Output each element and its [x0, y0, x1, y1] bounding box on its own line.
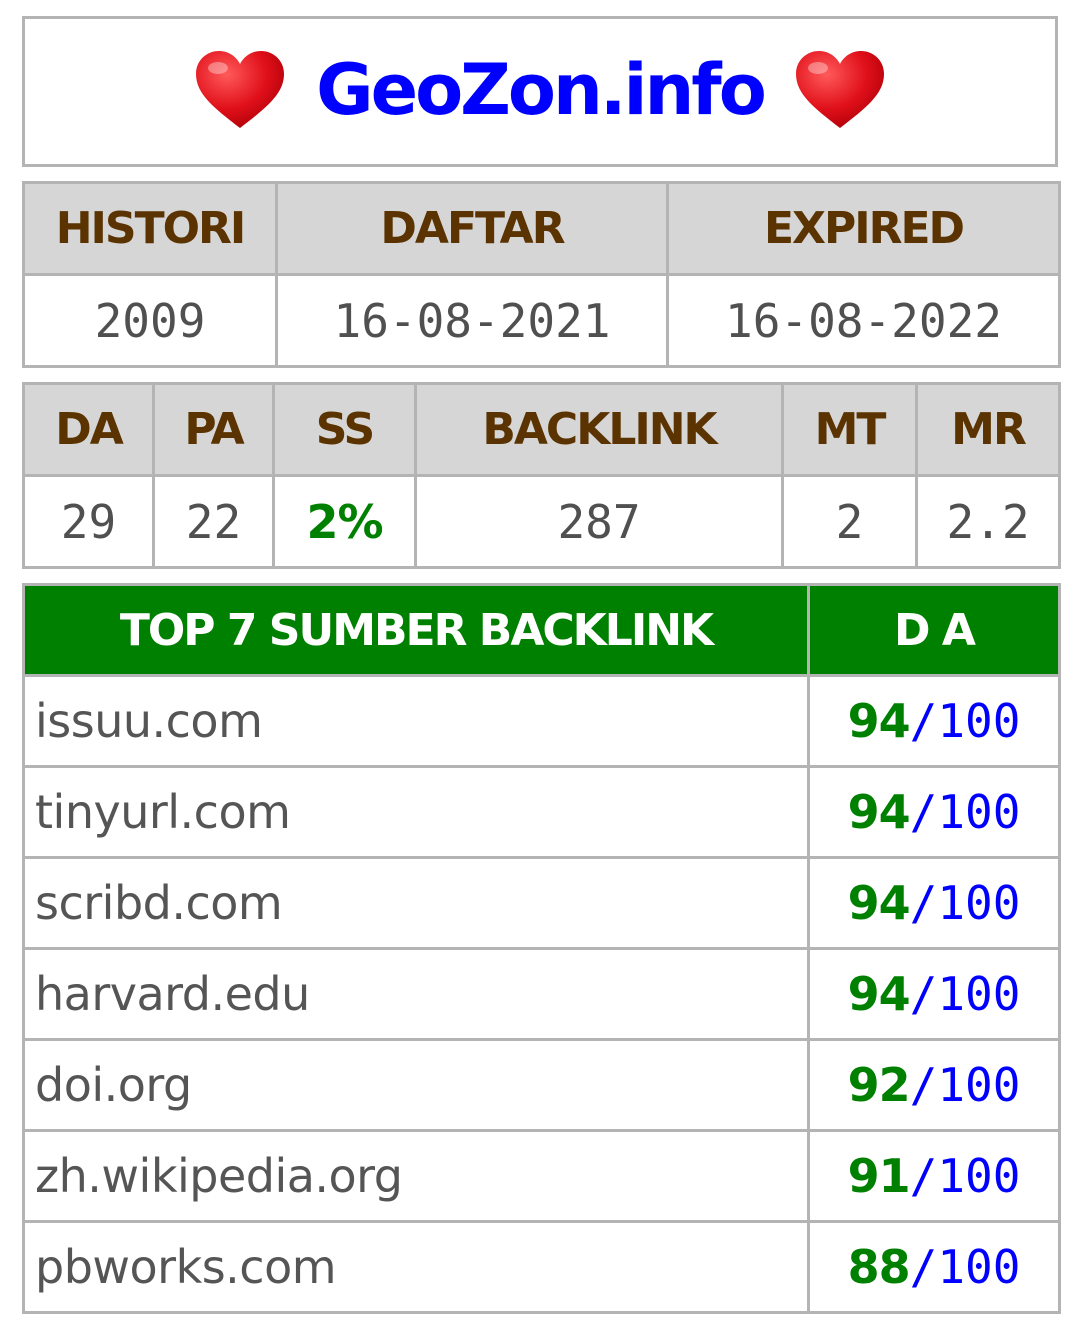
- value-daftar: 16-08-2021: [275, 273, 669, 368]
- score-max: 100: [937, 694, 1021, 748]
- score-value: 92: [847, 1058, 911, 1112]
- table-row: scribd.com 94/100: [22, 856, 1061, 950]
- table-row: tinyurl.com 94/100: [22, 765, 1061, 859]
- score-separator: /: [909, 1240, 938, 1294]
- score-separator: /: [909, 694, 938, 748]
- score-max: 100: [937, 1149, 1021, 1203]
- score-max: 100: [937, 785, 1021, 839]
- value-da: 29: [22, 474, 155, 569]
- backlink-domain[interactable]: pbworks.com: [22, 1220, 810, 1314]
- score-max: 100: [937, 967, 1021, 1021]
- title-box: GeoZon.info: [22, 16, 1058, 167]
- table-row: harvard.edu 94/100: [22, 947, 1061, 1041]
- backlink-da-score: 94/100: [807, 765, 1061, 859]
- backlink-da-score: 94/100: [807, 947, 1061, 1041]
- backlink-domain[interactable]: tinyurl.com: [22, 765, 810, 859]
- score-separator: /: [909, 785, 938, 839]
- score-value: 91: [847, 1149, 911, 1203]
- site-title[interactable]: GeoZon.info: [316, 49, 767, 131]
- backlink-domain[interactable]: harvard.edu: [22, 947, 810, 1041]
- score-max: 100: [937, 876, 1021, 930]
- score-value: 94: [847, 967, 911, 1021]
- value-mt: 2: [781, 474, 918, 569]
- table-row: zh.wikipedia.org 91/100: [22, 1129, 1061, 1223]
- score-separator: /: [909, 967, 938, 1021]
- value-ss: 2%: [272, 474, 417, 569]
- heart-icon: [795, 51, 884, 128]
- score-value: 88: [847, 1240, 911, 1294]
- value-backlink: 287: [414, 474, 784, 569]
- value-mr: 2.2: [915, 474, 1061, 569]
- header-backlink-source: TOP 7 SUMBER BACKLINK: [22, 583, 810, 677]
- heart-icon: [196, 51, 285, 128]
- backlink-da-score: 91/100: [807, 1129, 1061, 1223]
- value-expired: 16-08-2022: [666, 273, 1061, 368]
- header-mr: MR: [915, 382, 1061, 477]
- score-separator: /: [909, 1149, 938, 1203]
- metrics-table: DA PA SS BACKLINK MT MR 29 22 2% 287 2 2…: [22, 382, 1061, 569]
- backlink-domain[interactable]: scribd.com: [22, 856, 810, 950]
- header-mt: MT: [781, 382, 918, 477]
- score-separator: /: [909, 1058, 938, 1112]
- score-max: 100: [937, 1240, 1021, 1294]
- backlink-domain[interactable]: zh.wikipedia.org: [22, 1129, 810, 1223]
- backlink-domain[interactable]: doi.org: [22, 1038, 810, 1132]
- header-daftar: DAFTAR: [275, 181, 669, 276]
- value-pa: 22: [152, 474, 275, 569]
- title-cell: GeoZon.info: [22, 16, 1058, 167]
- score-separator: /: [909, 876, 938, 930]
- table-row: doi.org 92/100: [22, 1038, 1061, 1132]
- table-row: issuu.com 94/100: [22, 674, 1061, 768]
- backlink-da-score: 94/100: [807, 674, 1061, 768]
- table-row: pbworks.com 88/100: [22, 1220, 1061, 1314]
- score-value: 94: [847, 876, 911, 930]
- header-histori: HISTORI: [22, 181, 278, 276]
- score-value: 94: [847, 694, 911, 748]
- score-max: 100: [937, 1058, 1021, 1112]
- header-expired: EXPIRED: [666, 181, 1061, 276]
- backlink-table: TOP 7 SUMBER BACKLINK D A issuu.com 94/10…: [22, 583, 1061, 1314]
- header-da: DA: [22, 382, 155, 477]
- domain-info-table: HISTORI DAFTAR EXPIRED 2009 16-08-2021 1…: [22, 181, 1061, 368]
- backlink-domain[interactable]: issuu.com: [22, 674, 810, 768]
- header-backlink: BACKLINK: [414, 382, 784, 477]
- header-pa: PA: [152, 382, 275, 477]
- header-ss: SS: [272, 382, 417, 477]
- value-histori: 2009: [22, 273, 278, 368]
- backlink-da-score: 94/100: [807, 856, 1061, 950]
- backlink-da-score: 88/100: [807, 1220, 1061, 1314]
- header-da-score: D A: [807, 583, 1061, 677]
- score-value: 94: [847, 785, 911, 839]
- backlink-da-score: 92/100: [807, 1038, 1061, 1132]
